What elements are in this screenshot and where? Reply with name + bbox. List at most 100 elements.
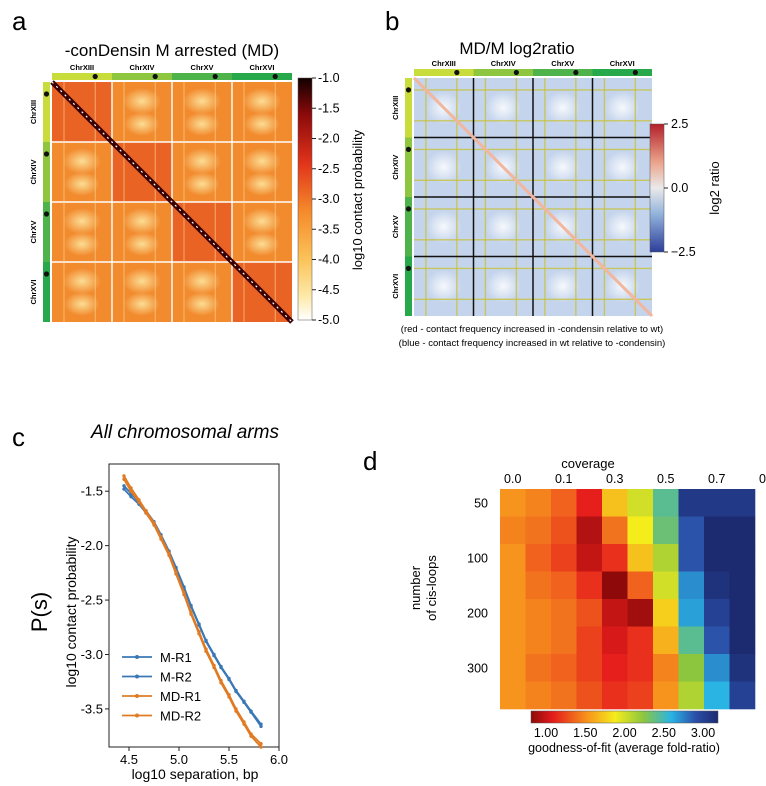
x-tick-label: 0.3: [606, 472, 623, 486]
y-tick-label: 200: [467, 606, 488, 620]
heatmap-cell: [704, 489, 730, 517]
panel-b-colorbar-label: log2 ratio: [707, 161, 722, 214]
centromere-dot: [43, 91, 50, 97]
legend-label-M-R2: M-R2: [160, 670, 192, 685]
panel-b-chrom-bar-left: ChrXIII ChrXIV ChrXV ChrXVI: [391, 78, 412, 316]
legend-marker-MD-R2: [135, 713, 139, 718]
colorbar-tick-label: 2.5: [671, 117, 688, 131]
heatmap-cell: [704, 544, 730, 572]
heatmap-cell: [653, 654, 679, 682]
heatmap-cell: [602, 516, 628, 545]
colorbar-tick-label: -3.0: [318, 192, 340, 206]
interchrom-blob: [182, 88, 222, 115]
panel-d-xticks: 0.0 0.1 0.3 0.5 0.7 0.9: [504, 472, 766, 486]
ratio-blob: [425, 210, 462, 244]
heatmap-cell: [551, 654, 577, 682]
centromere-dot: [573, 69, 579, 76]
centromere-dot: [272, 73, 278, 80]
heatmap-cell: [653, 516, 679, 545]
panel-c-ylabel: log10 contact probability: [63, 537, 79, 688]
chrom-label-left-ChrXVI: ChrXVI: [391, 274, 400, 299]
panel-a-heatmap: -conDensin M arrested (MD) ChrXIII ChrXIV…: [29, 41, 365, 327]
heatmap-cell: [678, 654, 705, 682]
colorbar-tick-label: 1.00: [534, 726, 558, 740]
heatmap-cell: [627, 681, 654, 710]
legend-label-MD-R1: MD-R1: [160, 689, 201, 704]
heatmap-cell: [729, 489, 756, 517]
heatmap-cell: [602, 681, 628, 710]
series-point-M-R2: [259, 724, 263, 729]
interchrom-blob: [122, 88, 162, 115]
series-point-M-R2: [122, 487, 126, 491]
centromere-dot: [92, 73, 98, 80]
centromere-dot: [454, 69, 460, 76]
heatmap-cell: [576, 571, 603, 600]
series-point-MD-R2: [152, 523, 156, 527]
x-tick-label: 0.5: [657, 472, 674, 486]
colorbar-tick-label: -2.5: [318, 162, 340, 176]
heatmap-cell: [500, 544, 526, 572]
series-point-MD-R2: [174, 572, 178, 576]
chrom-bar-left-ChrXV: [405, 197, 412, 257]
series-point-MD-R1: [122, 474, 126, 478]
chrom-bar-left-ChrXIV: [405, 137, 412, 197]
chrom-bar-top-ChrXIV: [112, 73, 172, 80]
chrom-bar-left-ChrXIII: [43, 82, 50, 142]
panel-d-cells: [500, 489, 756, 710]
panel-a-map: [50, 80, 294, 324]
panel-c-series: [122, 474, 263, 749]
heatmap-cell: [525, 544, 552, 572]
heatmap-cell: [678, 544, 705, 572]
x-tick-label: 5.5: [220, 752, 238, 767]
heatmap-cell: [627, 654, 654, 682]
heatmap-cell: [627, 516, 654, 545]
colorbar-tick-label: -1.5: [318, 101, 340, 115]
chrom-bar-left-ChrXV: [43, 202, 50, 262]
interchrom-blob: [124, 112, 160, 136]
heatmap-cell: [500, 681, 526, 710]
ratio-blob: [544, 269, 581, 303]
y-tick-label: -2.5: [81, 593, 103, 608]
chrom-label-left-ChrXIV: ChrXIV: [391, 155, 400, 180]
series-point-M-R2: [129, 494, 133, 499]
ratio-blob: [425, 150, 462, 184]
heatmap-cell: [653, 681, 679, 710]
heatmap-cell: [627, 489, 654, 517]
interchrom-blob: [122, 268, 162, 295]
heatmap-cell: [704, 654, 730, 682]
interchrom-blob: [182, 268, 222, 295]
panel-b-colorbar-ticks: 2.5 0.0 −2.5: [664, 117, 696, 259]
heatmap-cell: [729, 571, 756, 600]
heatmap-cell: [602, 489, 628, 517]
interchrom-blob: [184, 172, 220, 196]
panel-a-chrom-bar-top: ChrXIII ChrXIV ChrXV ChrXVI: [52, 63, 292, 80]
series-point-MD-R2: [137, 500, 141, 504]
colorbar-tick-label: -5.0: [318, 313, 340, 327]
colorbar-tick-label: 2.00: [612, 726, 636, 740]
series-point-MD-R1: [259, 742, 263, 746]
chrom-bar-top-ChrXVI: [232, 73, 292, 80]
series-point-MD-R2: [227, 695, 231, 699]
centromere-dot: [513, 69, 519, 76]
heatmap-cell: [602, 571, 628, 600]
heatmap-cell: [678, 571, 705, 600]
heatmap-cell: [525, 571, 552, 600]
heatmap-cell: [551, 489, 577, 517]
y-tick-label: -2.0: [81, 538, 103, 553]
y-tick-label: -1.5: [81, 484, 103, 499]
heatmap-cell: [678, 626, 705, 655]
series-point-MD-R2: [204, 649, 208, 653]
panel-letter-b: b: [385, 6, 399, 36]
y-tick-label: -3.0: [81, 647, 103, 662]
heatmap-cell: [729, 654, 756, 682]
series-point-MD-R2: [144, 511, 148, 515]
series-point-M-R2: [212, 653, 216, 658]
colorbar-tick-label: -2.0: [318, 132, 340, 146]
series-point-M-R2: [249, 710, 253, 714]
series-point-M-R2: [204, 639, 208, 644]
chrom-bar-top-ChrXV: [533, 69, 593, 76]
heatmap-cell: [576, 544, 603, 572]
x-tick-label: 0.7: [708, 472, 725, 486]
x-tick-label: 5.0: [170, 752, 188, 767]
heatmap-cell: [627, 571, 654, 600]
